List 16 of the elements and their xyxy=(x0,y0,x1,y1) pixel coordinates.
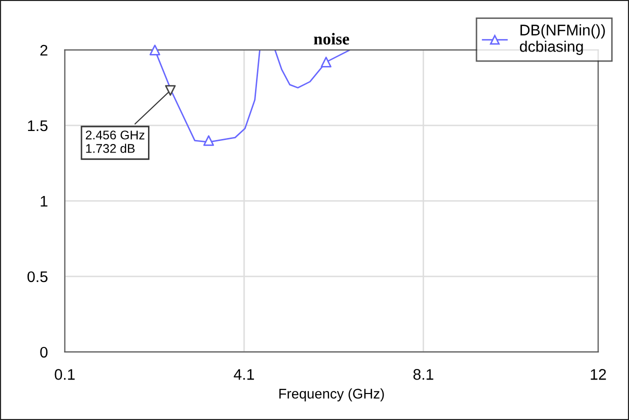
x-tick-label: 0.1 xyxy=(54,369,75,380)
y-tick-label: 0 xyxy=(40,346,48,358)
y-tick-label: 2 xyxy=(40,44,48,56)
y-tick-label: 1 xyxy=(40,196,48,207)
legend-label: DB(NFMin()) dcbiasing xyxy=(520,24,605,55)
x-tick-label: 4.1 xyxy=(234,369,254,380)
y-tick-label: 1.5 xyxy=(28,120,48,132)
y-tick-label: 0.5 xyxy=(27,271,48,282)
point xyxy=(150,44,160,56)
point xyxy=(203,135,214,146)
x-tick-label: 12 xyxy=(590,369,606,380)
point xyxy=(320,56,332,68)
chart-title: noise xyxy=(314,32,350,45)
x-tick-label: 8.1 xyxy=(413,369,434,380)
x-axis-title: Frequency (GHz) xyxy=(279,388,384,402)
annotation: 2.456 GHz 1.732 dB xyxy=(86,130,144,153)
